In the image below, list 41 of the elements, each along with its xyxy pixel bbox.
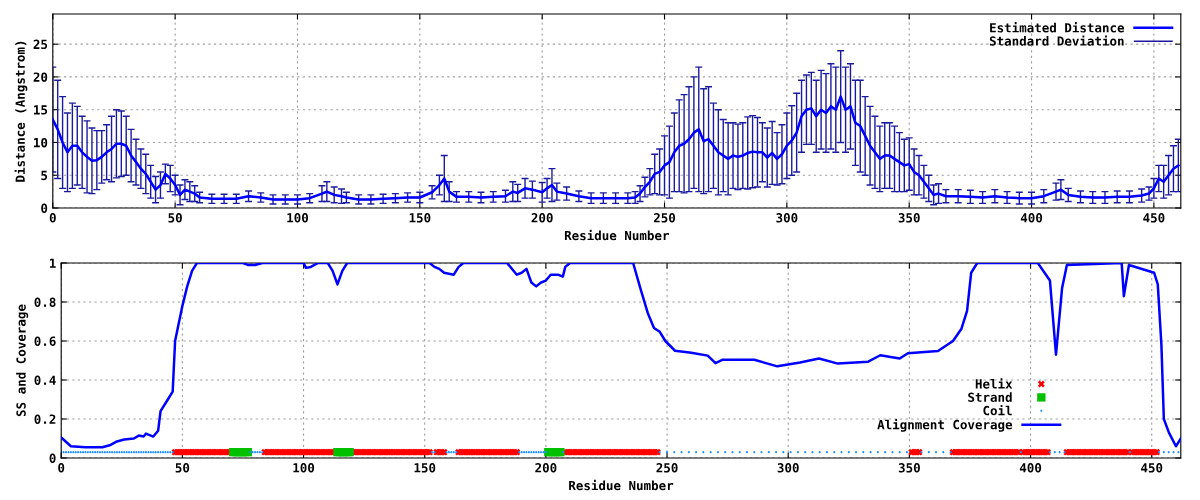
legend-label: Strand <box>968 392 1012 402</box>
x-tick-label: 150 <box>414 463 436 473</box>
y-axis-title: SS and Coverage <box>16 304 29 417</box>
x-tick-label: 400 <box>1019 463 1042 473</box>
x-tick-label: 300 <box>777 463 799 473</box>
y-tick-label: 0.4 <box>34 375 56 385</box>
y-tick-label: 0.6 <box>34 336 56 346</box>
x-tick-label: 200 <box>535 463 557 473</box>
y-tick-label: 1 <box>49 258 56 268</box>
x-axis-title: Residue Number <box>569 479 674 491</box>
x-tick-label: 150 <box>409 213 431 223</box>
legend-label: Alignment Coverage <box>877 418 1013 432</box>
y-tick-label: 0 <box>41 203 48 213</box>
x-tick-label: 200 <box>531 213 553 223</box>
x-tick-label: 350 <box>898 213 920 223</box>
x-tick-label: 100 <box>287 213 309 223</box>
x-tick-label: 50 <box>168 213 182 223</box>
x-tick-label: 350 <box>898 463 920 473</box>
x-tick-label: 300 <box>776 213 798 223</box>
y-tick-label: 20 <box>33 72 48 82</box>
y-tick-label: 5 <box>41 170 48 181</box>
y-tick-label: 10 <box>34 137 48 148</box>
x-tick-label: 450 <box>1141 463 1163 473</box>
legend-label: Helix <box>975 378 1013 389</box>
x-tick-label: 400 <box>1020 213 1043 223</box>
y-tick-label: 15 <box>34 105 48 115</box>
legend-label: Coil <box>983 404 1012 416</box>
x-axis-title: Residue Number <box>564 229 669 241</box>
y-tick-label: 0.8 <box>34 297 56 307</box>
x-tick-label: 450 <box>1143 213 1165 223</box>
x-tick-label: 50 <box>175 463 190 473</box>
x-tick-label: 250 <box>656 463 678 473</box>
y-tick-label: 0 <box>49 453 56 463</box>
y-axis-title: Distance (Angstrom) <box>14 41 28 182</box>
legend-label: Standard Deviation <box>989 35 1124 46</box>
x-tick-label: 0 <box>58 463 65 473</box>
y-tick-label: 0.2 <box>34 414 56 424</box>
y-tick-label: 25 <box>33 39 48 50</box>
x-tick-label: 250 <box>653 213 676 223</box>
x-tick-label: 100 <box>293 463 315 473</box>
legend-label: Estimated Distance <box>990 22 1125 33</box>
